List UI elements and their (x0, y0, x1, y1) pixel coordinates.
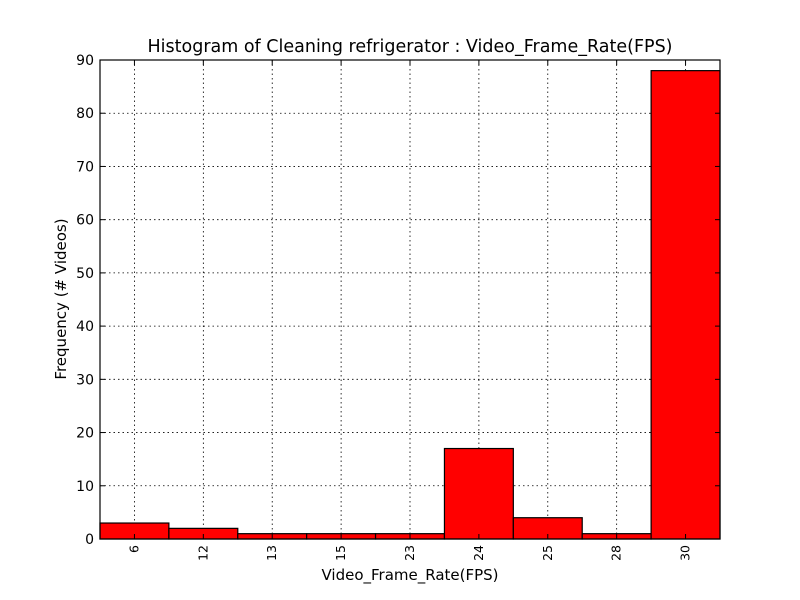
x-axis-label: Video_Frame_Rate(FPS) (321, 566, 498, 585)
x-tick-label: 13 (264, 545, 279, 561)
x-tick-label: 28 (609, 545, 624, 561)
bar-24 (443, 447, 514, 540)
y-axis-ticks: 0 10 20 30 40 50 60 70 80 90 (76, 53, 720, 548)
y-tick-label: 50 (76, 266, 94, 282)
x-tick-label: 30 (678, 545, 693, 561)
chart-title: Histogram of Cleaning refrigerator : Vid… (148, 37, 673, 57)
x-tick-label: 6 (126, 545, 141, 553)
bar-30 (650, 70, 721, 540)
x-tick-label: 24 (471, 545, 486, 561)
y-axis-label: Frequency (# Videos) (52, 218, 70, 379)
y-tick-label: 20 (76, 426, 94, 442)
y-tick-label: 30 (76, 372, 94, 388)
y-tick-label: 70 (76, 159, 94, 175)
bars (99, 70, 721, 540)
x-tick-label: 12 (195, 545, 210, 561)
y-tick-label: 80 (76, 106, 94, 122)
y-tick-label: 40 (76, 319, 94, 335)
y-tick-label: 60 (76, 213, 94, 229)
y-tick-label: 10 (76, 479, 94, 495)
x-tick-label: 15 (333, 545, 348, 561)
y-tick-label: 0 (85, 532, 94, 548)
grid-lines (100, 59, 720, 540)
x-tick-label: 25 (540, 545, 555, 561)
x-axis-ticks: 6 12 13 15 23 24 25 28 30 (126, 60, 693, 561)
y-tick-label: 90 (76, 53, 94, 69)
x-tick-label: 23 (402, 545, 417, 561)
